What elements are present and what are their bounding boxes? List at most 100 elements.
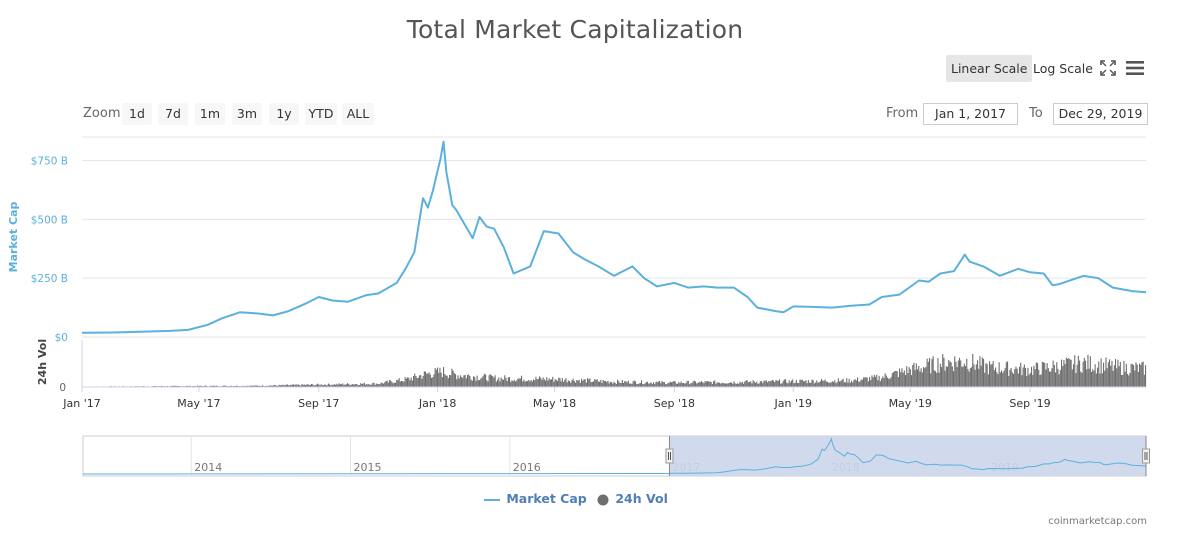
volume-bar (378, 384, 380, 387)
volume-bar (656, 381, 658, 387)
volume-bar (403, 381, 405, 387)
volume-bar (965, 366, 967, 387)
volume-bar (299, 385, 301, 387)
volume-bar (1047, 368, 1049, 387)
volume-bar (713, 381, 715, 387)
volume-bar (488, 375, 490, 387)
x-tick-label: Sep '17 (298, 397, 339, 410)
credits[interactable]: coinmarketcap.com (1048, 516, 1147, 527)
zoom-1m-button[interactable]: 1m (195, 103, 225, 125)
volume-bar (668, 382, 670, 387)
x-tick-label: Sep '19 (1009, 397, 1050, 410)
volume-bar (663, 381, 665, 387)
volume-bar (1025, 367, 1027, 387)
legend-volume[interactable]: 24h Vol (597, 491, 668, 506)
volume-bar (719, 382, 721, 387)
volume-bar (420, 375, 422, 387)
volume-bar (278, 384, 280, 387)
zoom-7d-button[interactable]: 7d (158, 103, 188, 125)
volume-bar (475, 380, 477, 387)
volume-bar (819, 381, 821, 387)
volume-bar (773, 380, 775, 387)
volume-bar (1134, 370, 1136, 387)
volume-bar (1087, 354, 1089, 387)
volume-bar (648, 383, 650, 387)
zoom-3m-button[interactable]: 3m (232, 103, 262, 125)
volume-bar (1022, 367, 1024, 387)
volume-bar (907, 373, 909, 387)
zoom-label: Zoom (83, 106, 121, 121)
legend-market-cap-label: Market Cap (506, 491, 587, 506)
zoom-all-button[interactable]: ALL (342, 103, 374, 125)
volume-bar (258, 385, 260, 387)
volume-bar (803, 381, 805, 387)
legend-market-cap[interactable]: Market Cap (484, 491, 587, 506)
volume-bar (353, 384, 355, 387)
volume-bar (1056, 362, 1058, 387)
volume-bar (829, 382, 831, 387)
volume-bar (776, 380, 778, 387)
volume-bar (542, 377, 544, 387)
volume-bar (649, 383, 651, 387)
zoom-1y-button[interactable]: 1y (269, 103, 299, 125)
volume-bar (416, 378, 418, 387)
volume-bar (678, 382, 680, 387)
volume-bar (617, 379, 619, 387)
fullscreen-icon[interactable] (1100, 60, 1116, 76)
volume-bar (1118, 366, 1120, 387)
volume-bar (707, 381, 709, 387)
volume-bar (992, 361, 994, 387)
volume-bar (1055, 372, 1057, 387)
volume-bar (837, 378, 839, 387)
linear-scale-button[interactable]: Linear Scale (946, 55, 1033, 82)
volume-bar (686, 381, 688, 387)
zoom-1d-button[interactable]: 1d (122, 103, 152, 125)
volume-bar (533, 379, 535, 387)
volume-bar (1113, 365, 1115, 387)
volume-bar (966, 358, 968, 387)
volume-bar (332, 385, 334, 387)
volume-bar (1065, 357, 1067, 387)
volume-bar (753, 381, 755, 387)
volume-bar (176, 385, 178, 387)
volume-bar (933, 370, 935, 387)
menu-icon[interactable] (1126, 60, 1144, 76)
volume-bar (356, 384, 358, 387)
volume-bar (375, 383, 377, 387)
volume-bar (758, 383, 760, 387)
volume-bar (380, 382, 382, 387)
volume-bar (470, 379, 472, 387)
volume-bar (731, 382, 733, 387)
volume-bar (419, 375, 421, 387)
volume-bar (727, 383, 729, 387)
volume-bar (699, 382, 701, 387)
from-date-input[interactable]: Jan 1, 2017 (923, 103, 1018, 125)
volume-bar (857, 377, 859, 387)
volume-bar (948, 360, 950, 387)
volume-bar (276, 385, 278, 387)
volume-bar (415, 376, 417, 387)
volume-bar (986, 364, 988, 387)
volume-bar (1062, 366, 1064, 387)
volume-bar (947, 366, 949, 387)
volume-bar (476, 375, 478, 387)
volume-bar (741, 381, 743, 387)
volume-bar (539, 376, 541, 387)
volume-bar (331, 384, 333, 387)
to-date-input[interactable]: Dec 29, 2019 (1053, 103, 1148, 125)
volume-bar (1099, 373, 1101, 387)
volume-bar (1001, 370, 1003, 387)
volume-bar (588, 379, 590, 387)
volume-bar (611, 382, 613, 387)
volume-bar (444, 374, 446, 387)
volume-bar (923, 367, 925, 387)
x-tick-label: Jan '18 (418, 397, 456, 410)
zoom-ytd-button[interactable]: YTD (305, 103, 337, 125)
volume-bar (627, 380, 629, 387)
volume-bar (311, 384, 313, 387)
volume-bar (530, 380, 532, 387)
volume-bar (1019, 366, 1021, 387)
volume-bar (1130, 363, 1132, 387)
log-scale-button[interactable]: Log Scale (1033, 61, 1093, 76)
